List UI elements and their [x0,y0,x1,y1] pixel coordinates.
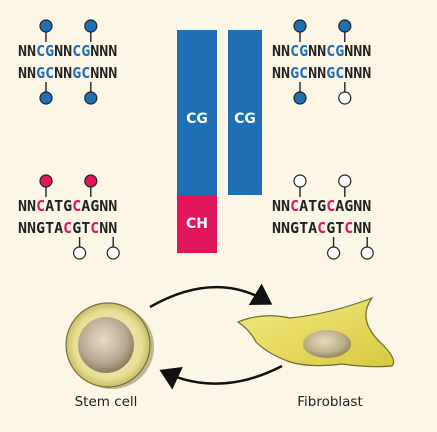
sequence-line-bottom-segment: NN [99,219,117,237]
sequence-line-bottom-segment: NNN [344,64,371,82]
unmethylated-marker [338,91,352,105]
methylated-marker [39,19,53,33]
sequence-line-bottom-segment: C [344,219,353,237]
unmethylated-marker [327,246,341,260]
methylated-marker [84,91,98,105]
sequence-line-bottom: NNGCNNGCNNN [18,64,117,82]
sequence-line-top-segment: C [72,197,81,215]
sequence-line-top: NNCATGCAGNN [18,197,117,215]
sequence-line-bottom-segment: NN [308,64,326,82]
stem-cell-icon [65,302,154,389]
sequence-line-bottom-segment: NN [18,64,36,82]
sequence-line-bottom-segment: NNGTA [272,219,317,237]
cg-bar-right [228,30,262,195]
sequence-line-bottom-segment: GC [36,64,54,82]
sequence-line-bottom-segment: C [317,219,326,237]
fibroblast-label: Fibroblast [297,394,363,410]
sequence-line-bottom: NNGCNNGCNNN [272,64,371,82]
methylated-marker [84,174,98,188]
sequence-line-top-segment: AGNN [335,197,371,215]
sequence-line-top-segment: CG [36,42,54,60]
sequence-line-bottom-segment: C [63,219,72,237]
sequence-line-top-segment: NN [54,42,72,60]
unmethylated-marker [338,174,352,188]
sequence-line-top-segment: NN [18,197,36,215]
sequence-line-bottom-segment: GC [326,64,344,82]
sequence-line-bottom-segment: NN [54,64,72,82]
sequence-line-bottom-segment: NN [272,64,290,82]
sequence-line-bottom-segment: NN [353,219,371,237]
sequence-line-bottom-segment: GT [72,219,90,237]
stem-cell-label: Stem cell [75,394,138,410]
sequence-line-top-segment: NN [18,42,36,60]
sequence-line-top: NNCGNNCGNNN [272,42,371,60]
arrow-fibroblast-to-stem [159,364,283,390]
methylated-marker [338,19,352,33]
unmethylated-marker [106,246,120,260]
sequence-line-top-segment: ATG [45,197,72,215]
sequence-line-top-segment: NNN [344,42,371,60]
sequence-line-bottom-segment: GC [72,64,90,82]
ch-bar-label: CH [186,216,208,232]
unmethylated-marker [293,174,307,188]
fibroblast-icon [236,296,395,368]
sequence-line-bottom-segment: GC [290,64,308,82]
sequence-line-top-segment: CG [326,42,344,60]
sequence-line-top-segment: ATG [299,197,326,215]
methylated-marker [84,19,98,33]
cg-bar-left [177,30,217,195]
sequence-line-top-segment: CG [290,42,308,60]
sequence-line-top-segment: NN [308,42,326,60]
sequence-line-top-segment: NN [272,42,290,60]
bar-group: CG CH CG [177,30,262,253]
unmethylated-marker [360,246,374,260]
cg-bar-right-label: CG [234,111,256,127]
sequence-line-bottom-segment: GT [326,219,344,237]
sequence-line-top-segment: C [290,197,299,215]
sequence-line-top-segment: NNN [90,42,117,60]
sequence-line-top: NNCGNNCGNNN [18,42,117,60]
sequence-line-top: NNCATGCAGNN [272,197,371,215]
sequence-line-bottom-segment: NNGTA [18,219,63,237]
methylated-marker [293,91,307,105]
ch-bar [177,195,217,253]
cg-bar-left-label: CG [186,111,208,127]
methylated-marker [39,174,53,188]
sequence-line-top-segment: AGNN [81,197,117,215]
sequence-line-bottom-segment: C [90,219,99,237]
methylated-marker [293,19,307,33]
arrow-stem-to-fibroblast [149,283,273,309]
sequence-line-bottom: NNGTACGTCNN [18,219,117,237]
methylated-marker [39,91,53,105]
unmethylated-marker [72,246,87,260]
sequence-line-top-segment: C [326,197,335,215]
sequence-line-top-segment: C [36,197,45,215]
sequence-line-bottom-segment: NNN [90,64,117,82]
sequence-line-top-segment: CG [72,42,90,60]
sequence-line-bottom: NNGTACGTCNN [272,219,371,237]
sequence-line-top-segment: NN [272,197,290,215]
